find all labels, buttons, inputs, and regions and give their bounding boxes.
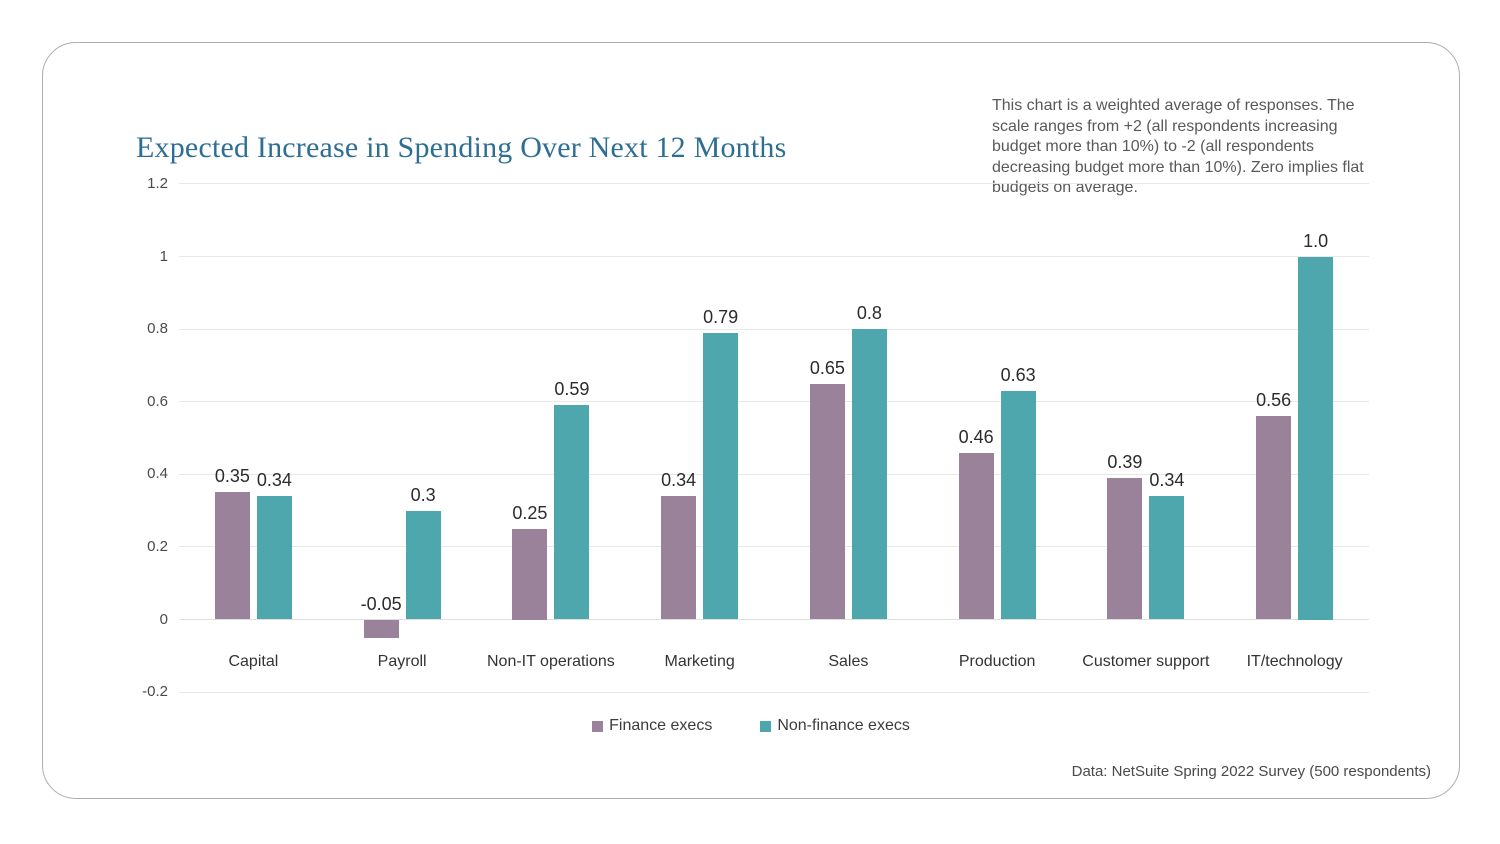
category-label-capital: Capital	[228, 653, 279, 670]
bar-value-label: 0.56	[1256, 390, 1292, 411]
y-axis-tick-label: 1	[159, 247, 168, 265]
bar-non-finance-execs-payroll	[405, 510, 441, 620]
bar-value-label: 0.65	[809, 357, 845, 378]
category-label-production: Production	[958, 653, 1036, 670]
plot-area: 1.2 1 0.8 0.6 0.4 0.2 0 -0.2 0.35 0.34 Capital -0.0…	[43, 43, 1459, 798]
bar-value-label: 0.63	[1000, 364, 1036, 385]
bar-value-label: 0.34	[256, 470, 292, 491]
chart-card: Expected Increase in Spending Over Next …	[42, 42, 1460, 799]
bar-value-label: 0.3	[410, 484, 436, 505]
gridline	[179, 183, 1369, 185]
bar-value-label: 0.8	[856, 303, 882, 324]
category-label-marketing: Marketing	[664, 653, 735, 670]
bar-value-label: 0.34	[661, 470, 697, 491]
y-axis-tick-label: 1.2	[147, 174, 168, 192]
source-note: Data: NetSuite Spring 2022 Survey (500 r…	[1071, 763, 1431, 780]
legend-item-finance-execs: Finance execs	[592, 717, 712, 735]
legend: Finance execs Non-finance execs	[43, 717, 1459, 735]
bar-value-label: 0.35	[214, 466, 250, 487]
y-axis-tick-label: 0.4	[147, 465, 168, 483]
bar-value-label: 0.39	[1107, 451, 1143, 472]
y-axis-tick-label: 0.8	[147, 320, 168, 338]
bar-non-finance-execs-production	[1000, 390, 1036, 620]
gridline	[179, 546, 1369, 548]
bar-value-label: 0.59	[554, 379, 590, 400]
bar-value-label: 0.34	[1149, 470, 1185, 491]
bar-finance-execs-capital	[214, 492, 250, 620]
legend-label: Finance execs	[609, 717, 713, 734]
gridline	[179, 256, 1369, 257]
category-label-sales: Sales	[828, 653, 869, 670]
y-axis-tick-label: 0.6	[147, 392, 168, 410]
bar-non-finance-execs-it-technology	[1298, 256, 1334, 620]
bar-finance-execs-production	[958, 452, 994, 620]
bar-finance-execs-customer-support	[1107, 477, 1143, 620]
bar-finance-execs-sales	[809, 383, 845, 620]
bar-finance-execs-non-it-operations	[512, 528, 548, 620]
category-label-it-technology: IT/technology	[1246, 653, 1343, 670]
legend-label: Non-finance execs	[777, 717, 910, 734]
bar-non-finance-execs-marketing	[703, 332, 739, 620]
chart-title: Expected Increase in Spending Over Next …	[136, 131, 787, 164]
gridline	[179, 328, 1369, 330]
category-label-non-it-operations: Non-IT operations	[486, 653, 615, 670]
gridline	[179, 691, 1369, 693]
bar-value-label: 0.25	[512, 502, 548, 523]
bar-finance-execs-marketing	[661, 496, 697, 620]
legend-swatch-non-finance-execs	[760, 720, 772, 732]
legend-swatch-finance-execs	[592, 720, 604, 732]
bar-value-label: 0.79	[703, 306, 739, 327]
bar-non-finance-execs-non-it-operations	[554, 405, 590, 620]
gridline	[179, 401, 1369, 403]
bar-non-finance-execs-customer-support	[1149, 496, 1185, 620]
category-label-payroll: Payroll	[377, 653, 427, 670]
bar-value-label: -0.05	[360, 593, 402, 614]
bar-finance-execs-it-technology	[1256, 416, 1292, 620]
bar-value-label: 1.0	[1303, 230, 1329, 251]
bar-value-label: 0.46	[958, 426, 994, 447]
y-axis-tick-label: -0.2	[142, 683, 168, 701]
bar-non-finance-execs-sales	[851, 329, 887, 620]
bar-finance-execs-payroll	[363, 619, 399, 638]
category-label-customer-support: Customer support	[1082, 653, 1210, 670]
y-axis-tick-label: 0	[159, 610, 168, 628]
y-axis-tick-label: 0.2	[147, 537, 168, 555]
gridline	[179, 619, 1369, 620]
legend-item-non-finance-execs: Non-finance execs	[760, 717, 910, 735]
bar-non-finance-execs-capital	[256, 496, 292, 620]
gridline	[179, 473, 1369, 475]
